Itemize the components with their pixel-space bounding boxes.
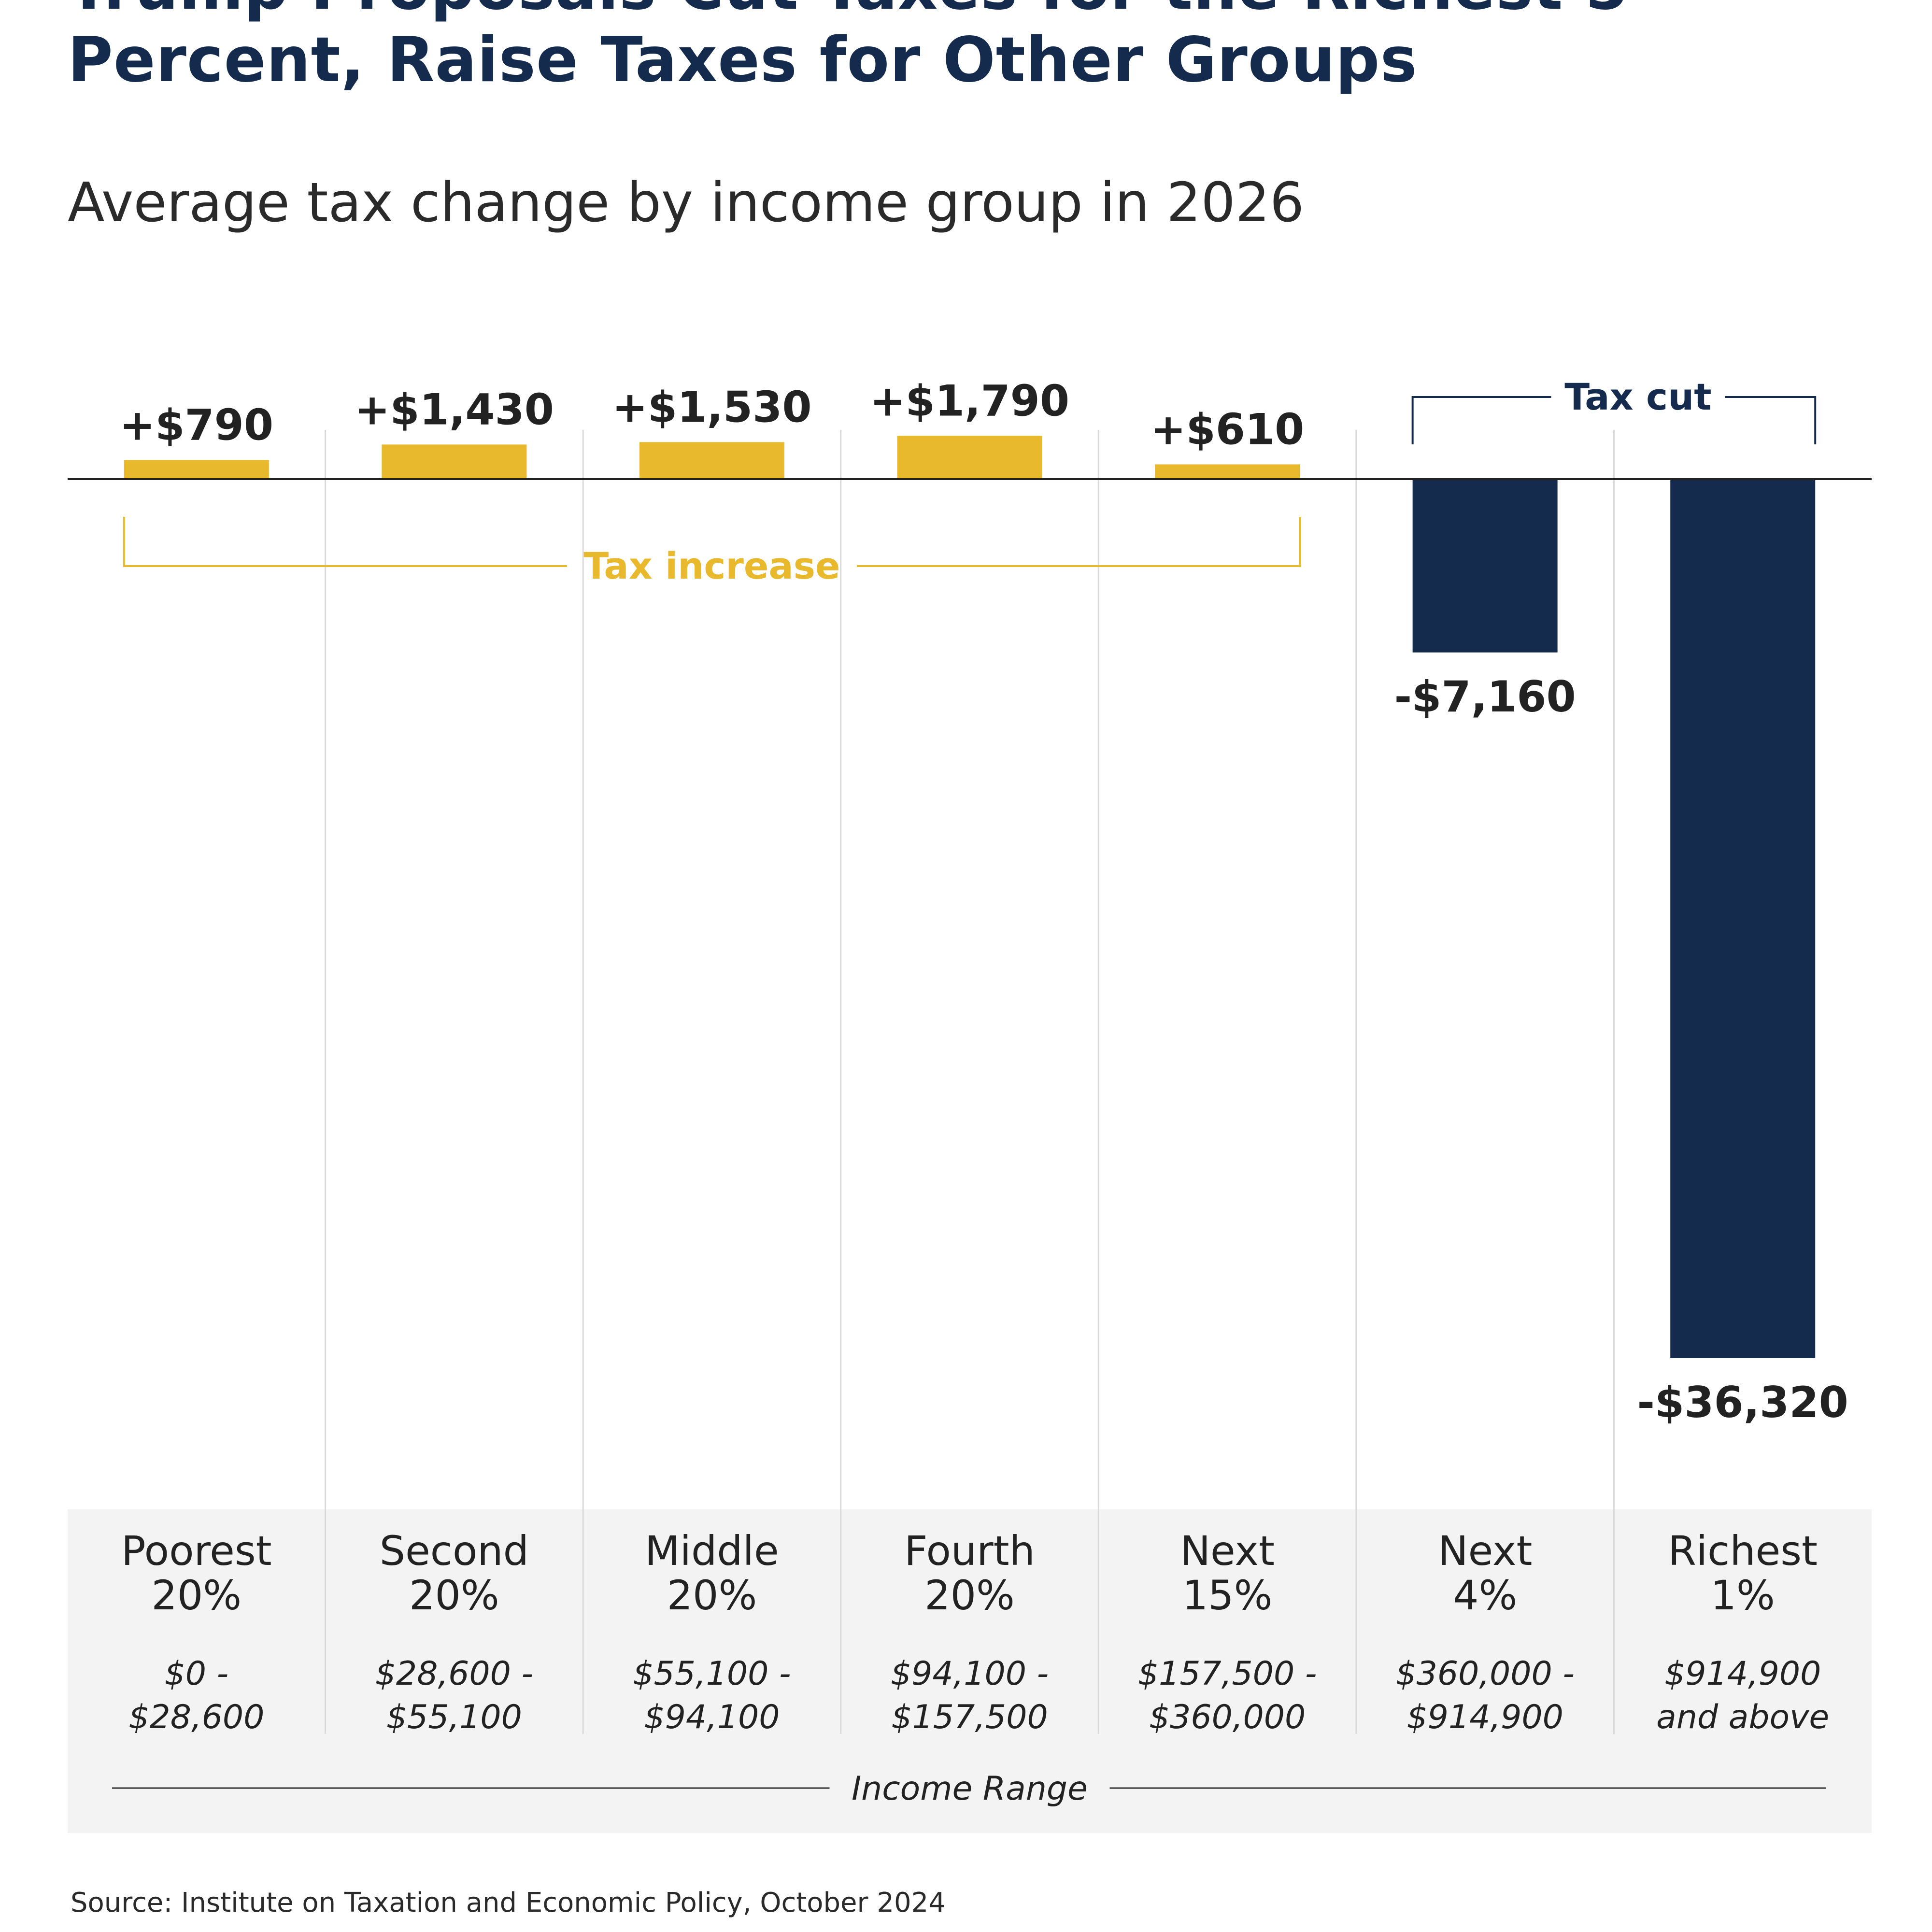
source-note: Source: Institute on Taxation and Econom… bbox=[71, 1887, 946, 1918]
category-share: 20% bbox=[667, 1572, 757, 1619]
category-name: Poorest bbox=[121, 1527, 272, 1575]
category-name: Next bbox=[1438, 1527, 1533, 1575]
income-range-end: $360,000 bbox=[1149, 1698, 1306, 1736]
category-share: 4% bbox=[1453, 1572, 1517, 1619]
bar bbox=[1670, 479, 1816, 1358]
data-label: +$610 bbox=[1151, 404, 1305, 454]
income-range-end: $914,900 bbox=[1406, 1698, 1563, 1736]
x-axis-label: Income Range bbox=[852, 1770, 1088, 1808]
data-label: +$1,430 bbox=[355, 384, 554, 434]
income-range-start: $28,600 - bbox=[375, 1655, 533, 1693]
data-label: +$1,530 bbox=[612, 382, 811, 432]
income-range-end: $55,100 bbox=[386, 1698, 522, 1736]
tax-cut-label: Tax cut bbox=[1564, 375, 1711, 418]
income-range-start: $914,900 bbox=[1664, 1655, 1821, 1693]
category-name: Middle bbox=[645, 1527, 779, 1575]
bar bbox=[639, 442, 784, 479]
data-label: +$790 bbox=[119, 400, 273, 450]
category-share: 1% bbox=[1711, 1572, 1775, 1619]
category-share: 15% bbox=[1182, 1572, 1273, 1619]
tax-increase-bracket-left bbox=[123, 517, 567, 567]
bar bbox=[382, 444, 527, 479]
chart-subtitle: Average tax change by income group in 20… bbox=[68, 171, 1305, 234]
category-name: Second bbox=[380, 1527, 529, 1575]
income-range-start: $360,000 - bbox=[1395, 1655, 1575, 1693]
data-label: +$1,790 bbox=[870, 376, 1069, 426]
tax-increase-bracket-right bbox=[856, 517, 1301, 567]
category-name: Richest bbox=[1668, 1527, 1818, 1575]
bar bbox=[124, 460, 269, 479]
income-range-start: $157,500 - bbox=[1138, 1655, 1317, 1693]
data-label: -$36,320 bbox=[1637, 1378, 1848, 1427]
data-label: -$7,160 bbox=[1394, 672, 1576, 722]
tax-cut-bracket-left bbox=[1411, 396, 1551, 444]
bar bbox=[1412, 479, 1558, 653]
tax-cut-bracket-right bbox=[1725, 396, 1817, 444]
category-share: 20% bbox=[151, 1572, 242, 1619]
tax-increase-label: Tax increase bbox=[583, 544, 840, 587]
income-range-end: $94,100 bbox=[644, 1698, 780, 1736]
income-range-end: and above bbox=[1656, 1698, 1829, 1736]
bar bbox=[1155, 464, 1300, 479]
income-range-start: $55,100 - bbox=[633, 1655, 791, 1693]
income-range-end: $28,600 bbox=[128, 1698, 264, 1736]
income-range-end: $157,500 bbox=[891, 1698, 1048, 1736]
bar-chart: +$790 +$1,430 +$1,530 +$1,790 +$610 -$7,160 -$… bbox=[68, 375, 1872, 1833]
category-name: Next bbox=[1180, 1527, 1275, 1575]
chart-title: Trump Proposals Cut Taxes for the Riches… bbox=[68, 0, 1628, 96]
label-panel bbox=[68, 1509, 1872, 1833]
income-range-start: $0 - bbox=[164, 1655, 228, 1693]
category-name: Fourth bbox=[904, 1527, 1035, 1575]
bar bbox=[897, 436, 1042, 479]
category-share: 20% bbox=[924, 1572, 1015, 1619]
income-range-start: $94,100 - bbox=[891, 1655, 1049, 1693]
category-share: 20% bbox=[409, 1572, 499, 1619]
